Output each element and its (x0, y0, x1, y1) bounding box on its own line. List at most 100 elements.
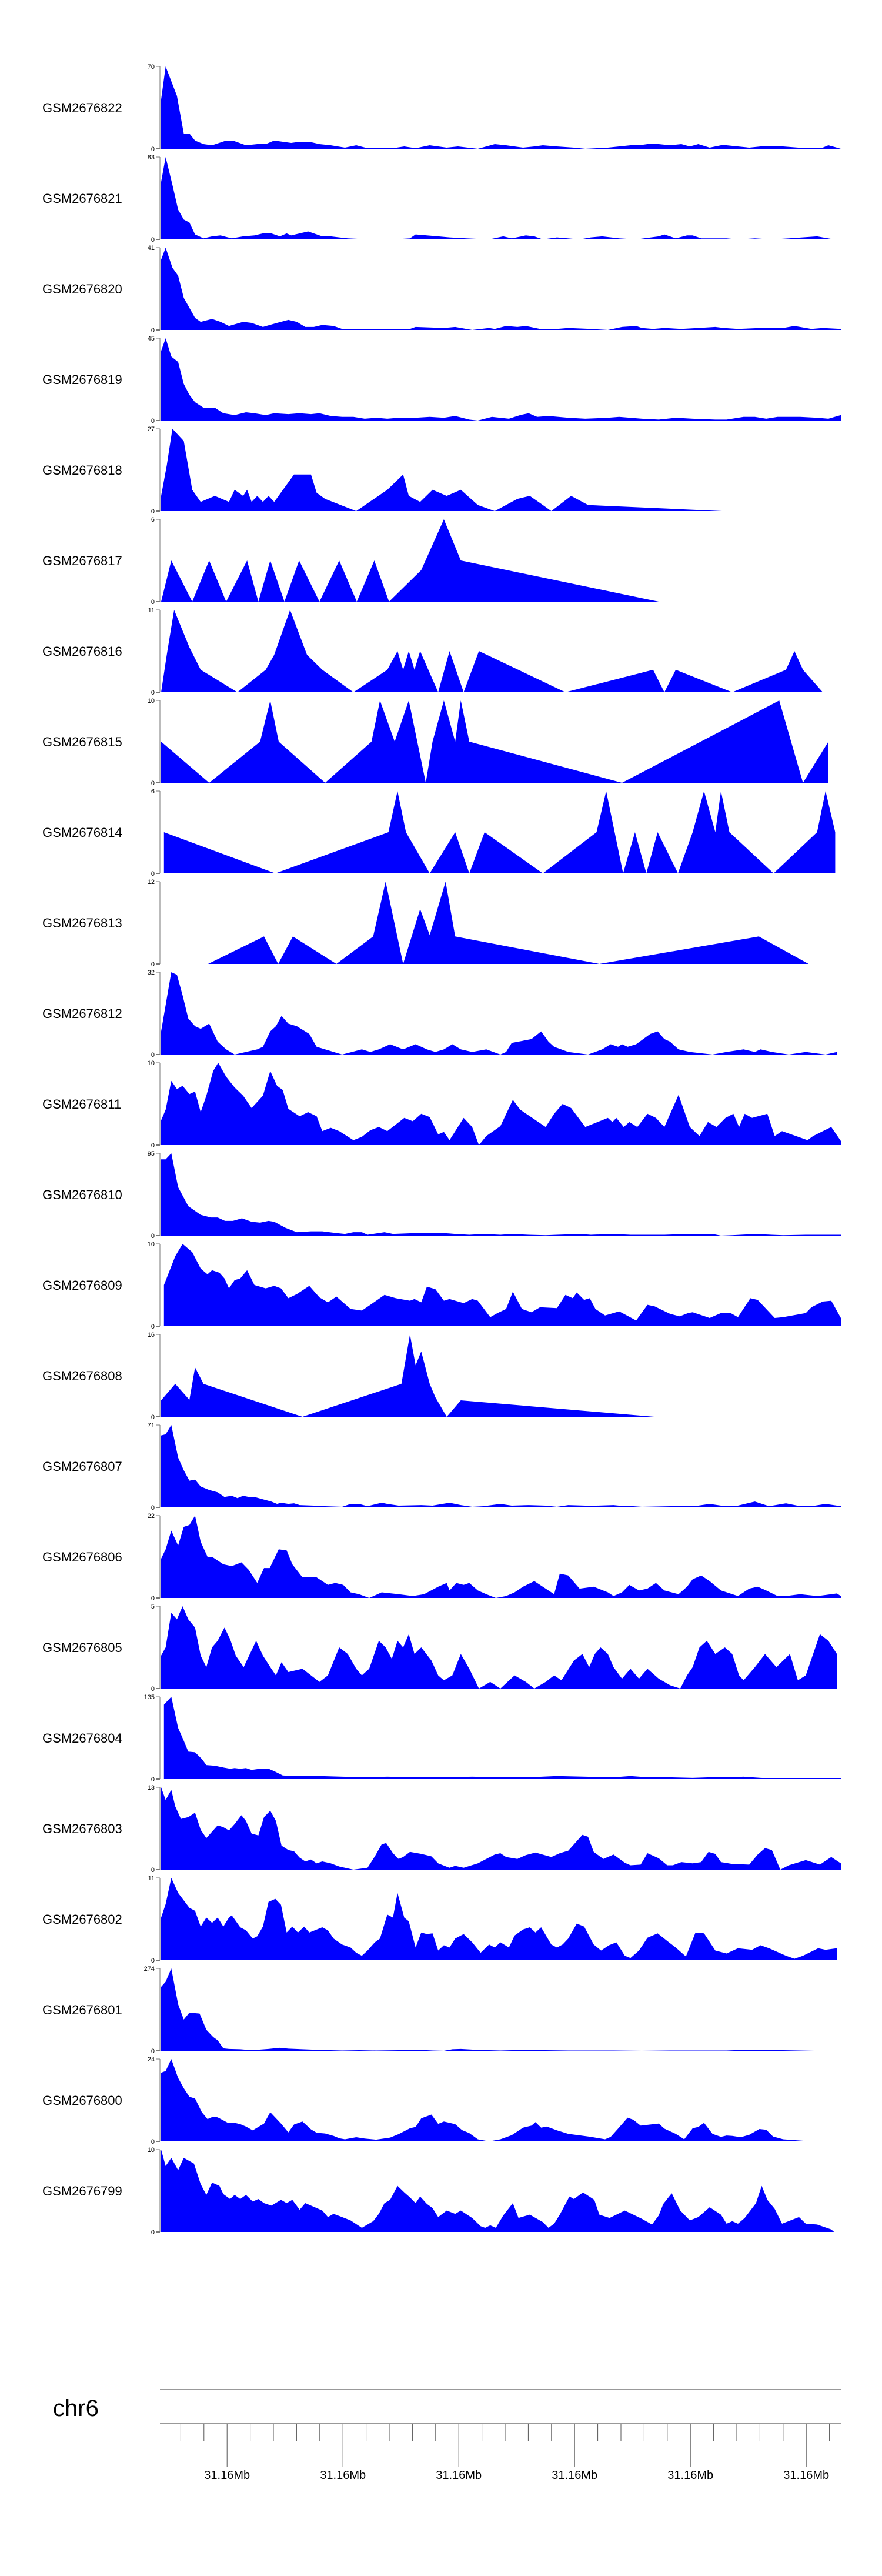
y-tick-label-max: 16 (148, 1332, 155, 1339)
coverage-area (161, 972, 837, 1055)
coverage-area (161, 1425, 841, 1507)
y-tick-label-max: 5 (151, 1603, 155, 1610)
track-GSM2676815: GSM2676815 10 0 (42, 698, 828, 787)
y-tick-label-max: 11 (148, 607, 155, 614)
y-tick-label-zero: 0 (151, 1957, 155, 1964)
coverage-area (208, 882, 809, 964)
track-GSM2676821: GSM2676821 83 0 (42, 154, 834, 243)
y-tick-label-max: 274 (144, 1966, 155, 1973)
track-label: GSM2676804 (42, 1731, 122, 1746)
position-tick-label: 31.16Mb (204, 2469, 250, 2482)
position-tick-label: 31.16Mb (783, 2469, 829, 2482)
track-label: GSM2676816 (42, 644, 122, 659)
y-tick-label-max: 95 (148, 1150, 155, 1157)
y-tick-label-max: 12 (148, 879, 155, 886)
track-GSM2676807: GSM2676807 71 0 (42, 1422, 841, 1511)
track-GSM2676811: GSM2676811 10 0 (42, 1060, 841, 1149)
track-label: GSM2676799 (42, 2184, 122, 2198)
track-label: GSM2676806 (42, 1550, 122, 1564)
track-label: GSM2676810 (42, 1187, 122, 1202)
coverage-area (161, 66, 841, 149)
coverage-area (161, 248, 841, 330)
track-GSM2676813: GSM2676813 12 0 (42, 879, 809, 968)
track-GSM2676803: GSM2676803 13 0 (42, 1784, 841, 1874)
y-tick-label-zero: 0 (151, 1233, 155, 1240)
y-tick-label-zero: 0 (151, 1867, 155, 1874)
track-label: GSM2676801 (42, 2003, 122, 2017)
y-tick-label-zero: 0 (151, 961, 155, 968)
y-tick-label-zero: 0 (151, 1686, 155, 1693)
chromosome-label: chr6 (53, 2395, 99, 2421)
track-label: GSM2676820 (42, 282, 122, 296)
y-tick-label-zero: 0 (151, 508, 155, 515)
y-tick-label-zero: 0 (151, 236, 155, 243)
track-label: GSM2676812 (42, 1006, 122, 1021)
y-tick-label-max: 11 (148, 1875, 155, 1882)
track-GSM2676812: GSM2676812 32 0 (42, 969, 837, 1059)
coverage-area (161, 2059, 811, 2141)
track-label: GSM2676813 (42, 916, 122, 930)
y-tick-label-zero: 0 (151, 1595, 155, 1602)
track-label: GSM2676808 (42, 1369, 122, 1383)
y-tick-label-zero: 0 (151, 780, 155, 787)
track-GSM2676805: GSM2676805 5 0 (42, 1603, 837, 1693)
y-tick-label-max: 6 (151, 516, 155, 523)
y-tick-label-zero: 0 (151, 2048, 155, 2055)
y-tick-label-max: 135 (144, 1694, 155, 1701)
coverage-area (161, 1878, 837, 1960)
position-tick-label: 31.16Mb (320, 2469, 366, 2482)
y-tick-label-zero: 0 (151, 146, 155, 153)
position-tick-label: 31.16Mb (667, 2469, 713, 2482)
track-label: GSM2676821 (42, 191, 122, 206)
track-GSM2676806: GSM2676806 22 0 (42, 1513, 841, 1602)
track-GSM2676814: GSM2676814 6 0 (42, 788, 836, 877)
position-tick-label: 31.16Mb (436, 2469, 482, 2482)
track-label: GSM2676805 (42, 1640, 122, 1655)
y-tick-label-max: 10 (148, 1241, 155, 1248)
coverage-area (163, 1244, 841, 1326)
coverage-area (161, 610, 823, 692)
genome-axis: chr6 31.16Mb 31.16Mb 31.16Mb 31.16Mb 31.16Mb 3… (53, 2389, 841, 2482)
coverage-area (161, 700, 828, 783)
track-GSM2676809: GSM2676809 10 0 (42, 1241, 841, 1330)
track-label: GSM2676822 (42, 101, 122, 115)
track-GSM2676802: GSM2676802 11 0 (42, 1875, 837, 1964)
track-GSM2676808: GSM2676808 16 0 (42, 1332, 654, 1421)
y-tick-label-zero: 0 (151, 327, 155, 334)
y-tick-label-zero: 0 (151, 1323, 155, 1330)
y-tick-label-max: 24 (148, 2056, 155, 2063)
track-GSM2676817: GSM2676817 6 0 (42, 516, 659, 606)
y-tick-label-max: 32 (148, 969, 155, 976)
y-tick-label-zero: 0 (151, 1414, 155, 1421)
track-GSM2676799: GSM2676799 10 0 (42, 2147, 834, 2236)
track-label: GSM2676807 (42, 1459, 122, 1474)
y-tick-label-max: 6 (151, 788, 155, 795)
track-label: GSM2676811 (42, 1097, 121, 1112)
track-label: GSM2676819 (42, 372, 122, 387)
y-tick-label-zero: 0 (151, 1052, 155, 1059)
coverage-area (161, 1334, 654, 1417)
y-tick-label-max: 13 (148, 1784, 155, 1791)
y-tick-label-max: 71 (148, 1422, 155, 1429)
coverage-area (161, 1787, 841, 1870)
track-GSM2676801: GSM2676801 274 0 (42, 1966, 814, 2055)
y-tick-label-max: 10 (148, 1060, 155, 1067)
y-tick-label-zero: 0 (151, 1142, 155, 1149)
y-tick-label-max: 27 (148, 426, 155, 433)
track-GSM2676822: GSM2676822 70 0 (42, 64, 841, 153)
track-label: GSM2676814 (42, 825, 122, 840)
track-label: GSM2676802 (42, 1912, 122, 1927)
coverage-area (161, 1606, 837, 1689)
track-label: GSM2676800 (42, 2093, 122, 2108)
track-GSM2676818: GSM2676818 27 0 (42, 426, 722, 515)
y-tick-label-zero: 0 (151, 1776, 155, 1783)
track-GSM2676820: GSM2676820 41 0 (42, 245, 841, 334)
y-tick-label-max: 10 (148, 698, 155, 705)
coverage-area (161, 519, 659, 602)
track-GSM2676804: GSM2676804 135 0 (42, 1694, 841, 1783)
y-tick-label-zero: 0 (151, 2138, 155, 2145)
coverage-area (163, 791, 836, 873)
track-GSM2676816: GSM2676816 11 0 (42, 607, 823, 696)
y-tick-label-zero: 0 (151, 2229, 155, 2236)
track-GSM2676800: GSM2676800 24 0 (42, 2056, 811, 2145)
